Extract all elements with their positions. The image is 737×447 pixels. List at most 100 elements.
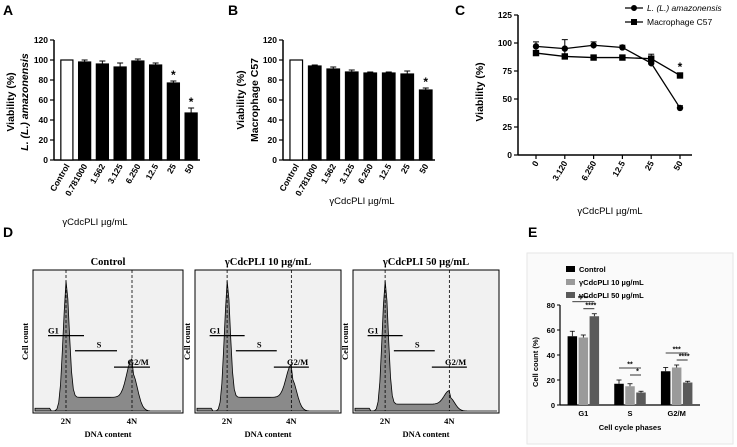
histogram-2n-label: 2N bbox=[222, 416, 233, 426]
b-bar bbox=[289, 59, 304, 161]
panel-letter-c: C bbox=[455, 2, 465, 18]
histogram-xlabel: DNA content bbox=[245, 429, 292, 439]
e-sig-label: **** bbox=[578, 295, 589, 302]
panel-letter-e: E bbox=[528, 224, 537, 240]
e-sig-label: * bbox=[636, 369, 639, 376]
a-xtick-label: 50 bbox=[182, 162, 196, 175]
e-bar bbox=[578, 337, 589, 405]
e-ytick-label: 80 bbox=[547, 301, 555, 310]
e-bar bbox=[671, 367, 682, 405]
a-xtick-label: 1.562 bbox=[88, 162, 107, 186]
a-bar bbox=[113, 66, 127, 161]
e-xtick-label: G1 bbox=[578, 409, 588, 418]
legend-e-swatch-2 bbox=[566, 279, 575, 285]
c-xtick-label: 6.250 bbox=[579, 159, 598, 183]
legend-c-label-1: L. (L.) amazonensis bbox=[647, 3, 722, 13]
a-significance: * bbox=[189, 95, 194, 109]
e-xtick-label: S bbox=[627, 409, 632, 418]
b-bar bbox=[418, 89, 433, 161]
gate-g1-label: G1 bbox=[48, 326, 59, 336]
histogram-title: γCdcPLI 50 µg/mL bbox=[382, 257, 469, 268]
c-point bbox=[561, 45, 568, 52]
histogram-frame bbox=[194, 269, 342, 414]
c-point bbox=[676, 72, 684, 79]
c-ytick-label: 25 bbox=[503, 122, 513, 132]
c-point bbox=[590, 54, 597, 61]
e-sig-label: *** bbox=[673, 347, 681, 354]
b-ytick-label: 80 bbox=[268, 75, 278, 85]
e-ytick-label: 40 bbox=[547, 351, 555, 360]
legend-c-marker-2 bbox=[631, 19, 637, 25]
c-point bbox=[532, 49, 540, 57]
b-bar bbox=[326, 68, 341, 161]
legend-e-swatch-3 bbox=[566, 292, 575, 298]
a-ytick-label: 20 bbox=[39, 135, 49, 145]
chart-b-ylabel-2: Macrophage C57 bbox=[249, 58, 261, 142]
c-series-line bbox=[535, 52, 681, 77]
panel-letter-d: D bbox=[3, 224, 13, 240]
panel-letter-b: B bbox=[228, 2, 238, 18]
legend-c-marker-1 bbox=[631, 5, 637, 11]
b-bar bbox=[307, 65, 322, 161]
chart-d: Control G1 S G2/M 2N 4N DNA content Cell count γ… bbox=[20, 257, 500, 439]
c-xtick-label: 12.5 bbox=[610, 159, 627, 179]
a-xtick-label: 25 bbox=[165, 162, 179, 175]
c-ytick-label: 50 bbox=[503, 94, 513, 104]
c-point bbox=[619, 54, 626, 61]
histogram-title: γCdcPLI 10 µg/mL bbox=[224, 257, 311, 268]
gate-s-label: S bbox=[97, 340, 102, 350]
b-ytick-label: 0 bbox=[272, 155, 277, 165]
gate-g2m-label: G2/M bbox=[445, 357, 466, 367]
histogram-ylabel: Cell count bbox=[20, 323, 30, 360]
e-ytick-label: 60 bbox=[547, 326, 555, 335]
e-bar bbox=[614, 383, 624, 405]
b-ytick-label: 40 bbox=[268, 115, 278, 125]
a-bar bbox=[60, 59, 74, 161]
chart-e-ylabel: Cell count (%) bbox=[531, 336, 540, 387]
c-xtick-label: 25 bbox=[643, 159, 657, 172]
chart-b-ylabel-1: Viability (%) bbox=[235, 70, 247, 129]
histogram-ylabel: Cell count bbox=[182, 323, 192, 360]
gate-g2m-label: G2/M bbox=[287, 357, 308, 367]
a-bar bbox=[77, 61, 92, 161]
e-bar bbox=[589, 316, 600, 405]
histogram-2n-label: 2N bbox=[61, 416, 72, 426]
b-xtick-label: 25 bbox=[399, 162, 413, 175]
a-significance: * bbox=[171, 68, 176, 82]
histogram-title: Control bbox=[91, 257, 126, 268]
chart-a-ylabel-1: Viability (%) bbox=[5, 72, 17, 131]
legend-e-label-3: γCdcPLI 50 µg/mL bbox=[579, 291, 644, 300]
b-bar bbox=[363, 72, 378, 161]
b-ytick-label: 120 bbox=[263, 35, 277, 45]
chart-c-xlabel: γCdcPLI µg/mL bbox=[577, 206, 642, 217]
histogram-4n-label: 4N bbox=[286, 416, 297, 426]
histogram-2: γCdcPLI 10 µg/mL G1 S G2/M 2N 4N DNA content Ce… bbox=[182, 257, 342, 439]
e-xtick-label: G2/M bbox=[667, 409, 685, 418]
a-xtick-label: 3.125 bbox=[106, 162, 125, 186]
histogram-3: γCdcPLI 50 µg/mL G1 S G2/M 2N 4N DNA content Ce… bbox=[340, 257, 500, 439]
histogram-frame bbox=[32, 269, 184, 414]
histogram-ylabel: Cell count bbox=[340, 323, 350, 360]
c-series-line bbox=[535, 44, 681, 109]
legend-e-label-1: Control bbox=[579, 265, 606, 274]
e-bar bbox=[660, 371, 671, 405]
histogram-frame bbox=[352, 269, 500, 414]
c-significance: * bbox=[678, 60, 683, 74]
a-ytick-label: 40 bbox=[39, 115, 49, 125]
e-sig-label: ** bbox=[627, 362, 633, 369]
e-bar bbox=[567, 336, 578, 405]
panel-letter-a: A bbox=[3, 2, 13, 18]
gate-g1-label: G1 bbox=[210, 326, 221, 336]
histogram-2n-label: 2N bbox=[380, 416, 391, 426]
e-ytick-label: 0 bbox=[551, 401, 555, 410]
chart-e-xlabel: Cell cycle phases bbox=[599, 423, 662, 432]
a-ytick-label: 60 bbox=[39, 95, 49, 105]
b-ytick-label: 20 bbox=[268, 135, 278, 145]
c-ytick-label: 0 bbox=[507, 150, 512, 160]
b-bar bbox=[344, 71, 359, 161]
legend-e-label-2: γCdcPLI 10 µg/mL bbox=[579, 278, 644, 287]
c-xtick-label: 0 bbox=[530, 159, 541, 168]
chart-a: Viability (%) L. (L.) amazonensis 0 20 40 6… bbox=[5, 35, 200, 228]
